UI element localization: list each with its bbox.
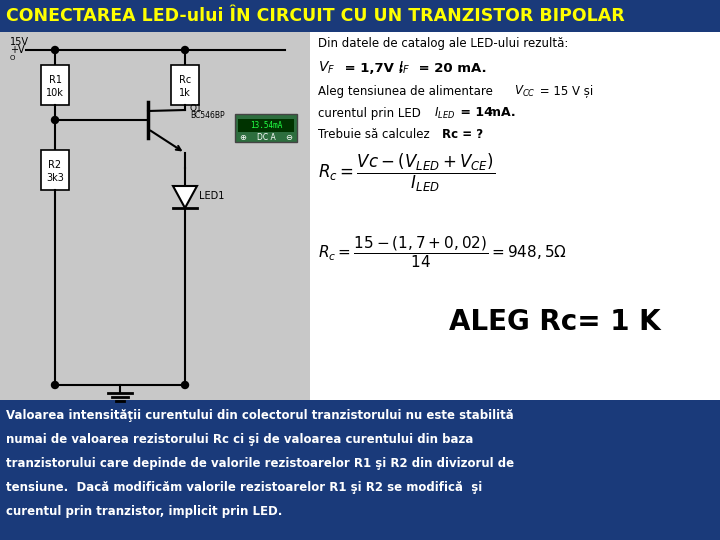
Bar <box>41 65 69 105</box>
Text: numai de valoarea rezistorului Rc ci şi de valoarea curentului din baza: numai de valoarea rezistorului Rc ci şi … <box>6 433 473 446</box>
Text: $V_{CC}$: $V_{CC}$ <box>514 84 536 98</box>
Bar <box>0 0 720 32</box>
Bar <box>41 150 69 190</box>
Bar <box>310 32 720 400</box>
Bar <box>238 119 294 132</box>
Text: ⊖: ⊖ <box>286 133 292 143</box>
Circle shape <box>52 46 58 53</box>
Text: = 15 V și: = 15 V și <box>536 84 593 98</box>
Text: Rc: Rc <box>179 75 191 85</box>
Text: 1k: 1k <box>179 88 191 98</box>
Text: Din datele de catalog ale LED-ului rezultă:: Din datele de catalog ale LED-ului rezul… <box>318 37 568 51</box>
Text: +V: +V <box>10 45 24 55</box>
Bar <box>171 65 199 105</box>
Circle shape <box>52 117 58 124</box>
Text: R1: R1 <box>48 75 61 85</box>
Text: $R_c = \dfrac{Vc - (V_{LED} + V_{CE})}{I_{LED}}$: $R_c = \dfrac{Vc - (V_{LED} + V_{CE})}{I… <box>318 152 495 194</box>
Text: curentul prin tranzistor, implicit prin LED.: curentul prin tranzistor, implicit prin … <box>6 504 282 517</box>
Text: LED1: LED1 <box>199 191 225 201</box>
Text: tensiune.  Dacă modificăm valorile rezistoarelor R1 şi R2 se modifică  şi: tensiune. Dacă modificăm valorile rezist… <box>6 481 482 494</box>
Text: $I_F$: $I_F$ <box>398 60 410 76</box>
Text: 15V: 15V <box>10 37 29 47</box>
Text: Trebuie să calculez: Trebuie să calculez <box>318 129 433 141</box>
Circle shape <box>181 46 189 53</box>
Text: $V_F$: $V_F$ <box>318 60 336 76</box>
Text: 10k: 10k <box>46 88 64 98</box>
Text: tranzistorului care depinde de valorile rezistoarelor R1 şi R2 din divizorul de: tranzistorului care depinde de valorile … <box>6 456 514 469</box>
Text: ⊕: ⊕ <box>240 133 246 143</box>
Text: Aleg tensiunea de alimentare: Aleg tensiunea de alimentare <box>318 84 497 98</box>
Text: $I_{LED}$: $I_{LED}$ <box>434 105 455 120</box>
Text: $R_c = \dfrac{15 - (1,7 + 0,02)}{14} = 948,5\Omega$: $R_c = \dfrac{15 - (1,7 + 0,02)}{14} = 9… <box>318 234 567 270</box>
Text: R2: R2 <box>48 160 62 170</box>
Circle shape <box>181 381 189 388</box>
Text: curentul prin LED: curentul prin LED <box>318 106 428 119</box>
Bar <box>235 114 297 142</box>
Circle shape <box>52 381 58 388</box>
Text: mA.: mA. <box>488 106 516 119</box>
Text: 3k3: 3k3 <box>46 173 64 183</box>
Text: BC546BP: BC546BP <box>190 111 225 120</box>
Text: ALEG Rc= 1 K: ALEG Rc= 1 K <box>449 308 661 336</box>
Text: = 14: = 14 <box>456 106 498 119</box>
Bar <box>0 400 720 540</box>
Text: DC A: DC A <box>256 133 275 143</box>
Text: Rc = ?: Rc = ? <box>442 129 483 141</box>
Text: O: O <box>10 55 15 61</box>
Text: = 20 mA.: = 20 mA. <box>414 62 487 75</box>
Text: CONECTAREA LED-ului ÎN CIRCUIT CU UN TRANZISTOR BIPOLAR: CONECTAREA LED-ului ÎN CIRCUIT CU UN TRA… <box>6 7 625 25</box>
Text: Valoarea intensităţii curentului din colectorul tranzistorului nu este stabilită: Valoarea intensităţii curentului din col… <box>6 408 514 422</box>
Text: Q1: Q1 <box>190 104 203 112</box>
Polygon shape <box>173 186 197 208</box>
Bar <box>0 32 310 400</box>
Text: = 1,7V ;: = 1,7V ; <box>340 62 408 75</box>
Text: 13.54mA: 13.54mA <box>250 120 282 130</box>
